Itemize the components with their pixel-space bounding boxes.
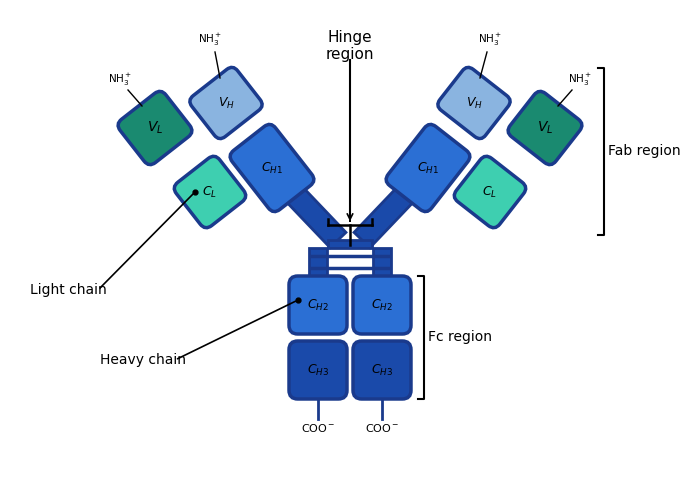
- FancyBboxPatch shape: [353, 341, 411, 399]
- FancyBboxPatch shape: [386, 124, 470, 212]
- Text: Hinge
region: Hinge region: [326, 30, 374, 63]
- Polygon shape: [354, 145, 453, 248]
- Text: Heavy chain: Heavy chain: [100, 353, 186, 367]
- Polygon shape: [247, 145, 346, 248]
- Text: NH$_3^+$: NH$_3^+$: [198, 32, 222, 48]
- Text: NH$_3^+$: NH$_3^+$: [478, 32, 502, 48]
- Text: $C_{H2}$: $C_{H2}$: [307, 297, 329, 313]
- Text: $V_L$: $V_L$: [147, 120, 163, 136]
- FancyBboxPatch shape: [289, 276, 347, 334]
- Text: $C_{H1}$: $C_{H1}$: [261, 161, 283, 175]
- Text: Fab region: Fab region: [608, 144, 680, 159]
- Text: COO$^-$: COO$^-$: [365, 422, 399, 434]
- Text: $C_{H3}$: $C_{H3}$: [371, 362, 393, 378]
- Text: $C_L$: $C_L$: [482, 185, 498, 199]
- FancyBboxPatch shape: [230, 124, 314, 212]
- FancyBboxPatch shape: [289, 341, 347, 399]
- Text: $C_{H1}$: $C_{H1}$: [417, 161, 439, 175]
- Text: $C_L$: $C_L$: [202, 185, 218, 199]
- FancyBboxPatch shape: [174, 156, 246, 228]
- Text: NH$_3^+$: NH$_3^+$: [568, 72, 592, 88]
- Text: $C_{H3}$: $C_{H3}$: [307, 362, 329, 378]
- FancyBboxPatch shape: [118, 91, 192, 165]
- FancyBboxPatch shape: [508, 91, 582, 165]
- Text: $V_H$: $V_H$: [218, 96, 234, 110]
- Text: $V_L$: $V_L$: [537, 120, 553, 136]
- FancyBboxPatch shape: [438, 67, 510, 139]
- Polygon shape: [373, 248, 391, 276]
- Text: NH$_3^+$: NH$_3^+$: [108, 72, 132, 88]
- FancyBboxPatch shape: [190, 67, 262, 139]
- Text: $V_H$: $V_H$: [466, 96, 482, 110]
- Text: Light chain: Light chain: [30, 283, 106, 297]
- Polygon shape: [309, 248, 327, 276]
- Text: COO$^-$: COO$^-$: [301, 422, 335, 434]
- Text: $C_{H2}$: $C_{H2}$: [371, 297, 393, 313]
- Text: Fc region: Fc region: [428, 330, 492, 345]
- FancyBboxPatch shape: [454, 156, 526, 228]
- Polygon shape: [328, 240, 372, 248]
- FancyBboxPatch shape: [353, 276, 411, 334]
